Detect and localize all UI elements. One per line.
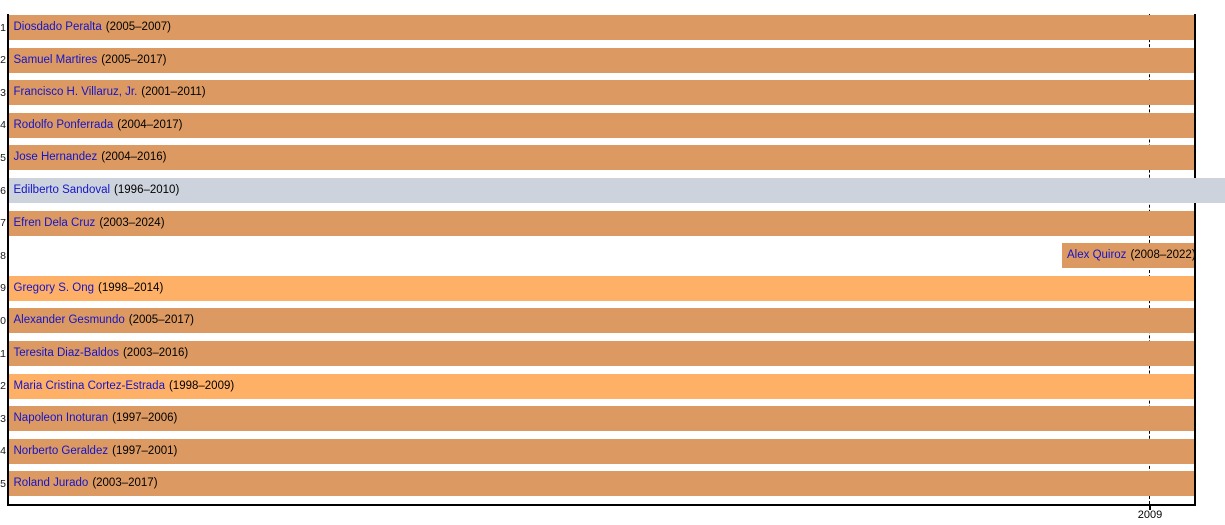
row-number: 5 bbox=[0, 151, 6, 164]
row-number: 12 bbox=[0, 380, 6, 393]
timeline-bar: Rodolfo Ponferrada (2004–2017) bbox=[8, 112, 1195, 138]
person-link[interactable]: Efren Dela Cruz bbox=[13, 216, 96, 229]
term-years: (2004–2016) bbox=[101, 151, 167, 164]
term-years: (2004–2017) bbox=[117, 118, 183, 131]
person-link[interactable]: Jose Hernandez bbox=[13, 151, 98, 164]
timeline-bar: Samuel Martires (2005–2017) bbox=[8, 47, 1195, 73]
row-number: 9 bbox=[0, 282, 6, 295]
term-years: (1997–2001) bbox=[112, 444, 178, 457]
term-years: (2003–2017) bbox=[92, 477, 158, 490]
row-number: 8 bbox=[0, 249, 6, 262]
person-link[interactable]: Edilberto Sandoval bbox=[13, 184, 111, 196]
row-number: 15 bbox=[0, 477, 6, 490]
term-years: (2003–2016) bbox=[122, 347, 189, 359]
left-axis-spine bbox=[7, 14, 9, 505]
person-link[interactable]: Rodolfo Ponferrada bbox=[13, 118, 114, 131]
row-number: 10 bbox=[0, 314, 6, 327]
row-number: 14 bbox=[0, 445, 6, 458]
bottom-axis-spine bbox=[7, 504, 1196, 506]
person-link[interactable]: Alex Quiroz bbox=[1067, 249, 1127, 262]
timeline-bar: Efren Dela Cruz (2003–2024) bbox=[8, 210, 1195, 236]
row-number: 7 bbox=[0, 217, 6, 230]
right-axis-spine bbox=[1194, 14, 1196, 505]
person-link[interactable]: Gregory S. Ong bbox=[13, 281, 95, 294]
timeline-bar: Edilberto Sandoval (1996–2010) bbox=[8, 178, 1225, 203]
person-link[interactable]: Roland Jurado bbox=[13, 477, 89, 490]
term-years: (2001–2011) bbox=[141, 86, 206, 99]
person-link[interactable]: Maria Cristina Cortez-Estrada bbox=[13, 379, 165, 392]
term-years: (2008–2022) bbox=[1130, 249, 1196, 262]
term-years: (2003–2024) bbox=[99, 216, 165, 229]
person-link[interactable]: Alexander Gesmundo bbox=[13, 314, 125, 327]
person-link[interactable]: Teresita Diaz-Baldos bbox=[13, 347, 119, 359]
timeline-bar: Alexander Gesmundo (2005–2017) bbox=[8, 308, 1195, 334]
timeline-bar: Maria Cristina Cortez-Estrada (1998–2009) bbox=[8, 373, 1195, 399]
term-years: (2005–2017) bbox=[128, 314, 194, 327]
timeline-bar: Gregory S. Ong (1998–2014) bbox=[8, 275, 1195, 301]
x-axis-tick bbox=[1149, 505, 1151, 510]
timeline-bar: Teresita Diaz-Baldos (2003–2016) bbox=[8, 341, 1195, 366]
term-years: (1998–2014) bbox=[98, 281, 164, 294]
person-link[interactable]: Diosdado Peralta bbox=[13, 21, 102, 33]
person-link[interactable]: Francisco H. Villaruz, Jr. bbox=[13, 86, 138, 99]
timeline-bar: Norberto Geraldez (1997–2001) bbox=[8, 438, 1195, 464]
timeline-bar: Francisco H. Villaruz, Jr. (2001–2011) bbox=[8, 80, 1195, 106]
term-years: (2005–2017) bbox=[101, 53, 167, 66]
row-number: 13 bbox=[0, 412, 6, 425]
row-number: 6 bbox=[0, 184, 6, 197]
term-years: (1997–2006) bbox=[112, 412, 178, 425]
timeline-bar: Diosdado Peralta (2005–2007) bbox=[8, 15, 1195, 40]
person-link[interactable]: Norberto Geraldez bbox=[13, 444, 109, 457]
row-number: 11 bbox=[0, 347, 6, 360]
x-axis-tick-label: 2009 bbox=[1137, 509, 1163, 521]
term-years: (1996–2010) bbox=[114, 184, 180, 196]
person-link[interactable]: Napoleon Inoturan bbox=[13, 412, 109, 425]
timeline-bar: Jose Hernandez (2004–2016) bbox=[8, 145, 1195, 171]
term-years: (2005–2007) bbox=[105, 21, 171, 33]
timeline-bar: Alex Quiroz (2008–2022) bbox=[1062, 243, 1196, 269]
row-number: 1 bbox=[0, 21, 6, 34]
row-number: 2 bbox=[0, 54, 6, 67]
row-number: 4 bbox=[0, 119, 6, 132]
term-years: (1998–2009) bbox=[168, 379, 235, 392]
row-number: 3 bbox=[0, 86, 6, 99]
timeline-bar: Napoleon Inoturan (1997–2006) bbox=[8, 406, 1195, 432]
person-link[interactable]: Samuel Martires bbox=[13, 53, 98, 66]
timeline-bar: Roland Jurado (2003–2017) bbox=[8, 471, 1195, 497]
